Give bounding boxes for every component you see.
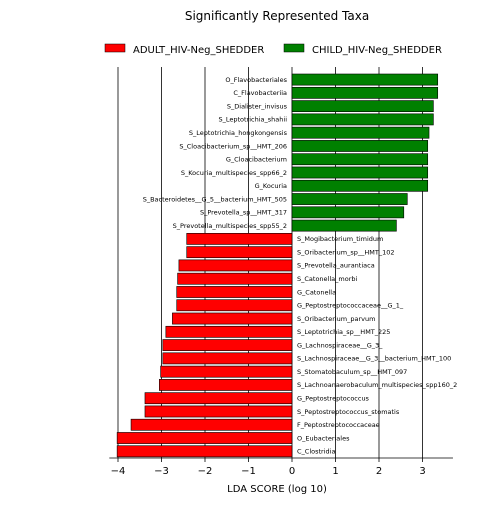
bar-label-13: S_Oribacterium_sp__HMT_102 [297, 248, 395, 256]
x-tick-label-1: −3 [154, 466, 169, 477]
x-tick-label-0: −4 [111, 466, 126, 477]
bar-label-15: S_Catonella_morbi [297, 275, 357, 283]
bar-label-5: S_Cloacibacterium_sp__HMT_206 [179, 142, 287, 150]
legend-label-child: CHILD_HIV-Neg_SHEDDER [312, 45, 442, 56]
bar-label-28: C_Clostridia [297, 448, 335, 456]
legend-label-adult: ADULT_HIV-Neg_SHEDDER [133, 45, 264, 56]
bar-6 [291, 153, 429, 166]
bar-22 [160, 365, 293, 378]
bar-1 [291, 86, 439, 99]
bar-label-23: S_Lachnoanaerobaculum_multispecies_spp16… [297, 381, 457, 389]
bar-label-9: S_Bacteroidetes__G_5__bacterium_HMT_505 [143, 195, 287, 203]
x-axis: −4 −3 −2 −1 0 1 2 3 [109, 457, 453, 477]
bar-label-26: F_Peptostreptococcaceae [297, 421, 380, 429]
bar-13 [186, 246, 293, 259]
bar-label-22: S_Stomatobaculum_sp__HMT_097 [297, 368, 407, 376]
bar-label-3: S_Leptotrichia_shahii [218, 116, 287, 124]
bar-label-12: S_Mogibacterium_timidum [297, 235, 383, 243]
bar-label-4: S_Leptotrichia_hongkongensis [189, 129, 288, 137]
bar-label-18: S_Oribacterium_parvum [297, 315, 375, 323]
bar-label-27: O_Eubacteriales [297, 434, 350, 442]
bar-label-0: O_Flavobacteriales [225, 76, 287, 84]
x-tick-label-3: −1 [241, 466, 256, 477]
bar-15 [177, 272, 293, 285]
bar-21 [162, 352, 293, 365]
bar-28 [116, 445, 293, 458]
bar-label-20: G_Lachnospiraceae__G_3_ [297, 341, 383, 349]
bar-18 [172, 312, 293, 325]
bar-label-2: S_Dialister_invisus [227, 102, 288, 110]
bar-labels: O_Flavobacteriales C_Flavobacteriia S_Dial… [143, 76, 458, 456]
bar-label-14: S_Prevotella_aurantiaca [297, 262, 375, 270]
bar-24 [144, 392, 293, 405]
legend-swatch-child [283, 43, 305, 53]
bar-label-10: S_Prevotella_sp__HMT_317 [200, 209, 287, 217]
bar-8 [291, 179, 429, 192]
bar-23 [159, 379, 293, 391]
bar-label-7: S_Kocuria_multispecies_spp66_2 [181, 169, 287, 177]
chart-title: Significantly Represented Taxa [185, 9, 369, 23]
bar-2 [291, 100, 434, 113]
bars [116, 73, 439, 458]
bar-5 [291, 140, 429, 152]
bar-12 [186, 233, 293, 245]
bar-label-17: G_Peptostreptococcaceae__G_1_ [297, 302, 404, 310]
x-axis-title: LDA SCORE (log 10) [227, 484, 327, 495]
bar-label-8: G_Kocuria [255, 182, 287, 190]
bar-label-25: S_Peptostreptococcus_stomatis [297, 408, 400, 416]
bar-10 [291, 206, 405, 219]
bar-19 [165, 325, 293, 338]
x-tick-label-7: 3 [419, 466, 425, 477]
bar-9 [291, 193, 408, 205]
bar-14 [178, 259, 293, 272]
bar-label-24: G_Peptostreptococcus [297, 394, 370, 402]
bar-26 [130, 418, 293, 431]
bar-25 [144, 405, 293, 418]
bar-3 [291, 113, 434, 126]
bar-label-19: S_Leptotrichia_sp__HMT_225 [297, 328, 390, 336]
bar-label-6: G_Cloacibacterium [226, 156, 287, 164]
x-tick-label-6: 2 [376, 466, 382, 477]
bar-17 [176, 299, 293, 312]
bar-label-21: S_Lachnospiraceae__G_3__bacterium_HMT_10… [297, 355, 451, 363]
x-tick-label-4: 0 [289, 466, 295, 477]
bar-7 [291, 166, 429, 179]
bar-0 [291, 73, 439, 86]
legend: ADULT_HIV-Neg_SHEDDER CHILD_HIV-Neg_SHED… [104, 43, 442, 56]
x-tick-label-2: −2 [198, 466, 213, 477]
bar-4 [291, 126, 430, 139]
x-tick-label-5: 1 [332, 466, 338, 477]
bar-label-11: S_Prevotella_multispecies_spp55_2 [173, 222, 287, 230]
bar-label-16: G_Catonella [297, 288, 336, 296]
bar-16 [176, 286, 293, 298]
bar-11 [291, 219, 397, 232]
bar-label-1: C_Flavobacteriia [233, 89, 287, 97]
bar-20 [162, 339, 293, 351]
bar-27 [116, 432, 293, 444]
legend-swatch-adult [104, 43, 126, 53]
